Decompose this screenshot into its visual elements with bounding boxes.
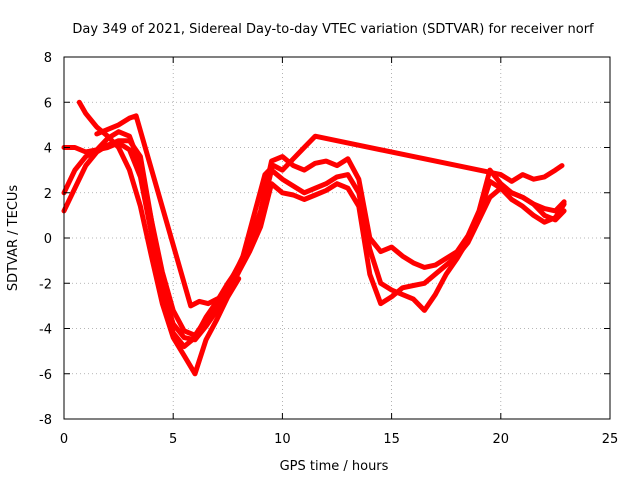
y-tick-label: 0: [44, 232, 52, 247]
x-tick-label: 5: [169, 432, 177, 447]
x-tick-label: 20: [493, 432, 510, 447]
y-tick-label: 2: [44, 187, 52, 202]
grid: [64, 57, 610, 419]
chart-title: Day 349 of 2021, Sidereal Day-to-day VTE…: [72, 22, 594, 37]
y-tick-label: -8: [39, 413, 52, 428]
axis-ticks: 0 5 10 15 20 25 -8 -6 -4 -2 0 2 4 6 8: [39, 51, 618, 447]
y-tick-label: -4: [39, 323, 52, 338]
y-tick-label: -2: [39, 277, 52, 292]
y-tick-label: 6: [44, 96, 52, 111]
x-tick-label: 25: [602, 432, 619, 447]
x-tick-label: 15: [383, 432, 400, 447]
y-tick-label: 4: [44, 142, 52, 157]
series-line-track-3: [61, 129, 567, 338]
y-tick-label: -6: [39, 368, 52, 383]
series-line-track-5: [94, 113, 565, 309]
x-axis-label: GPS time / hours: [280, 459, 389, 474]
x-tick-label: 10: [274, 432, 291, 447]
data-series: [61, 99, 567, 377]
y-axis-label: SDTVAR / TECUs: [6, 185, 21, 292]
x-tick-label: 0: [60, 432, 68, 447]
y-tick-label: 8: [44, 51, 52, 66]
